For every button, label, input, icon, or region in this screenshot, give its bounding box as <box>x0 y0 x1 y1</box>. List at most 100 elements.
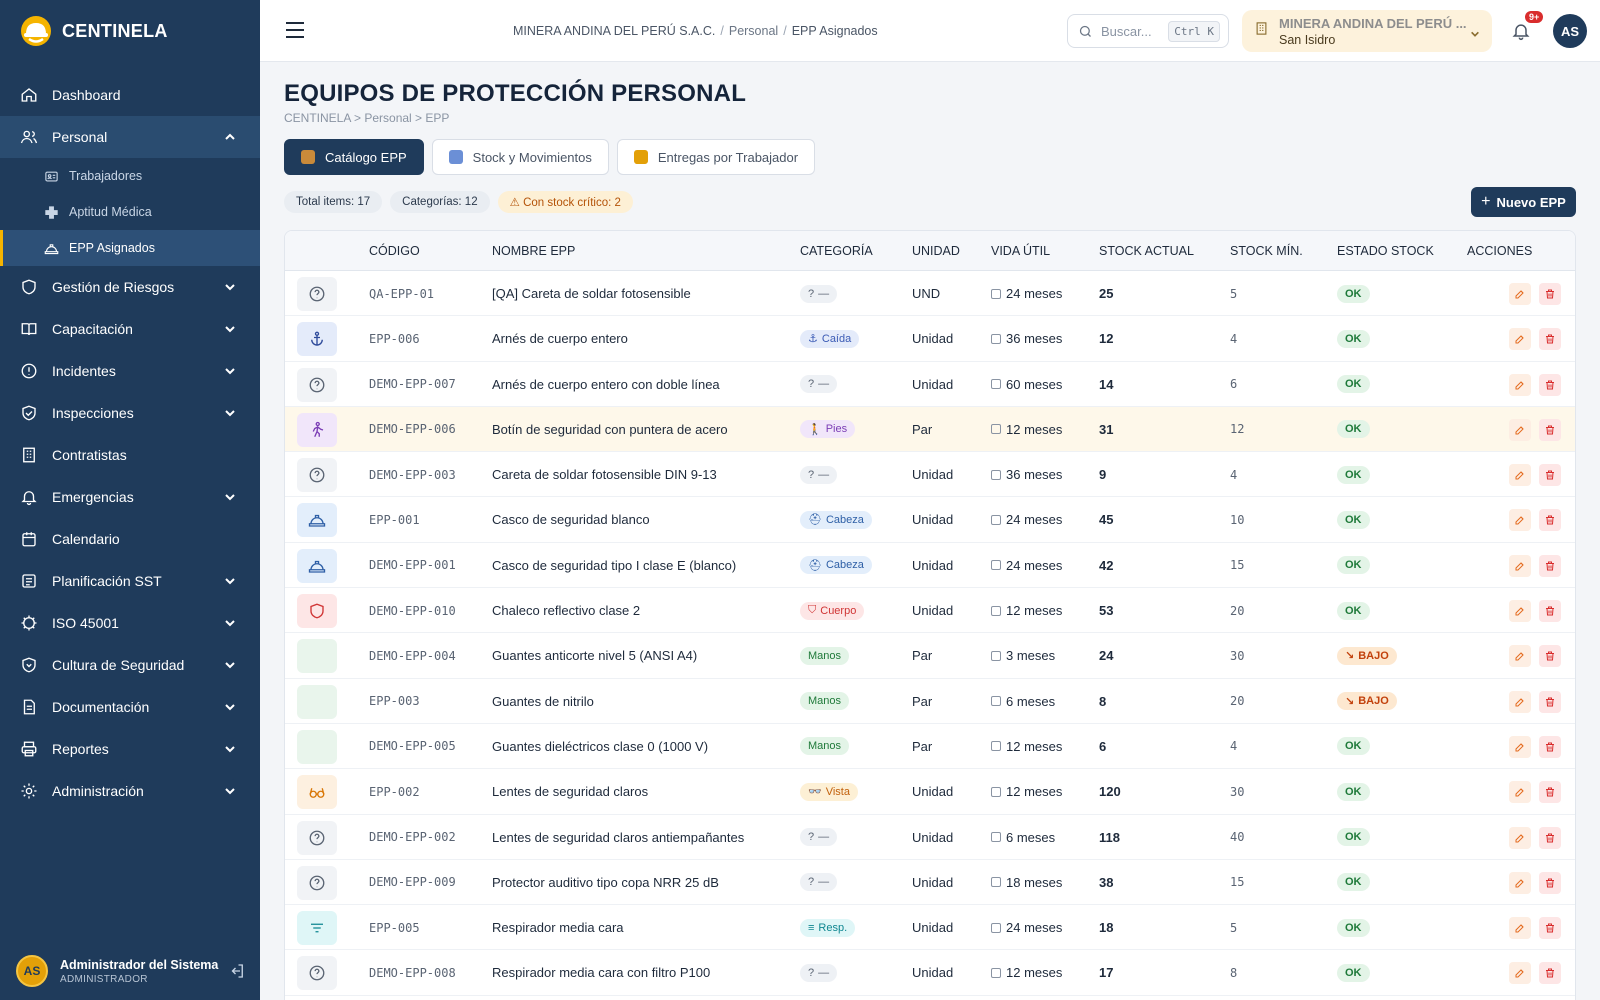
edit-button[interactable] <box>1509 554 1531 577</box>
tab-entregas-trabajador[interactable]: Entregas por Trabajador <box>616 139 816 175</box>
table-row[interactable]: DEMO-EPP-010 Chaleco reflectivo clase 2 ⛉ C… <box>285 588 1575 634</box>
tab-stock-movimientos[interactable]: Stock y Movimientos <box>431 139 609 175</box>
delete-button[interactable] <box>1539 328 1561 351</box>
column-header[interactable]: STOCK ACTUAL <box>1099 244 1194 258</box>
table-row[interactable]: DEMO-EPP-007 Arnés de cuerpo entero con d… <box>285 362 1575 407</box>
delete-button[interactable] <box>1539 917 1561 940</box>
delete-button[interactable] <box>1539 645 1561 668</box>
sidebar-item-administracion[interactable]: Administración <box>0 770 260 812</box>
tab-catalogo-epp[interactable]: Catálogo EPP <box>284 139 424 175</box>
table-row[interactable]: EPP-006 Arnés de cuerpo entero ⚓ Caída Unida… <box>285 316 1575 362</box>
table-row[interactable]: EPP-005 Respirador media cara ≡ Resp. Unidad… <box>285 905 1575 951</box>
edit-button[interactable] <box>1509 781 1531 804</box>
delete-button[interactable] <box>1539 509 1561 532</box>
logout-icon[interactable] <box>228 962 246 980</box>
edit-button[interactable] <box>1509 962 1531 985</box>
table-row[interactable]: DEMO-EPP-001 Casco de seguridad tipo I cl… <box>285 543 1575 589</box>
edit-button[interactable] <box>1509 826 1531 849</box>
sidebar-item-documentacion[interactable]: Documentación <box>0 686 260 728</box>
table-row[interactable]: DEMO-EPP-009 Protector auditivo tipo copa… <box>285 860 1575 906</box>
edit-button[interactable] <box>1509 600 1531 623</box>
sidebar-item-cultura-de-seguridad[interactable]: Cultura de Seguridad <box>0 644 260 686</box>
sidebar-item-calendario[interactable]: Calendario <box>0 518 260 560</box>
edit-button[interactable] <box>1509 871 1531 894</box>
epp-name: Lentes de seguridad claros antiempañante… <box>492 829 745 845</box>
table-row[interactable]: EPP-002 Lentes de seguridad claros 👓 Vista U… <box>285 769 1575 815</box>
building-icon <box>20 446 38 464</box>
company-selector[interactable]: MINERA ANDINA DEL PERÚ ... San Isidro <box>1242 10 1492 52</box>
delete-button[interactable] <box>1539 826 1561 849</box>
delete-button[interactable] <box>1539 464 1561 487</box>
table-row[interactable]: QA-EPP-01 [QA] Careta de soldar fotosensi… <box>285 271 1575 317</box>
delete-button[interactable] <box>1539 871 1561 894</box>
edit-button[interactable] <box>1509 509 1531 532</box>
table-row[interactable]: DEMO-EPP-008 Respirador media cara con fi… <box>285 950 1575 996</box>
edit-button[interactable] <box>1509 328 1531 351</box>
table-row[interactable]: EPP-003 Guantes de nitrilo Manos Par 6 meses… <box>285 679 1575 724</box>
epp-code: QA-EPP-01 <box>369 286 435 301</box>
table-row[interactable]: DEMO-EPP-004 Guantes anticorte nivel 5 (A… <box>285 633 1575 679</box>
edit-button[interactable] <box>1509 418 1531 441</box>
sidebar-item-planificacion-sst[interactable]: Planificación SST <box>0 560 260 602</box>
table-row[interactable]: DEMO-EPP-005 Guantes dieléctricos clase 0… <box>285 724 1575 770</box>
table-row[interactable]: DEMO-EPP-006 Botín de seguridad con punte… <box>285 406 1575 453</box>
column-header[interactable]: STOCK MÍN. <box>1230 244 1303 258</box>
status-label: OK <box>1345 831 1362 844</box>
critical-stock-chip[interactable]: ⚠ Con stock crítico: 2 <box>497 191 633 213</box>
delete-button[interactable] <box>1539 600 1561 623</box>
column-header[interactable]: VIDA ÚTIL <box>991 244 1051 258</box>
sidebar-item-iso-45001[interactable]: ISO 45001 <box>0 602 260 644</box>
epp-name: Casco de seguridad blanco <box>492 512 650 528</box>
stock-actual: 6 <box>1099 738 1107 754</box>
delete-button[interactable] <box>1539 690 1561 713</box>
brand[interactable]: CENTINELA <box>20 14 168 48</box>
edit-button[interactable] <box>1509 917 1531 940</box>
epp-code: DEMO-EPP-006 <box>369 422 456 437</box>
sidebar-item-incidentes[interactable]: Incidentes <box>0 350 260 392</box>
search-input[interactable]: Buscar... Ctrl K <box>1067 14 1229 48</box>
table-row[interactable]: DEMO-EPP-002 Lentes de seguridad claros a… <box>285 815 1575 860</box>
sidebar-item-contratistas[interactable]: Contratistas <box>0 434 260 476</box>
edit-button[interactable] <box>1509 373 1531 396</box>
column-header[interactable]: CÓDIGO <box>369 244 420 258</box>
hardhat-icon <box>43 240 59 256</box>
column-header[interactable]: ESTADO STOCK <box>1337 244 1434 258</box>
sidebar-item-personal[interactable]: Personal <box>0 116 260 158</box>
epp-name: Careta de soldar fotosensible DIN 9-13 <box>492 467 717 483</box>
sidebar-item-inspecciones[interactable]: Inspecciones <box>0 392 260 434</box>
table-row[interactable]: EPP-001 Casco de seguridad blanco ⛑ Cabeza U… <box>285 497 1575 543</box>
sidebar-item-capacitacion[interactable]: Capacitación <box>0 308 260 350</box>
unit: Unidad <box>912 874 954 890</box>
delete-button[interactable] <box>1539 283 1561 305</box>
notifications-bell-icon[interactable] <box>1511 21 1531 41</box>
edit-button[interactable] <box>1509 690 1531 713</box>
edit-button[interactable] <box>1509 283 1531 305</box>
user-avatar[interactable]: AS <box>1553 14 1587 48</box>
sidebar-item-reportes[interactable]: Reportes <box>0 728 260 770</box>
sidebar-subitem-aptitud-medica[interactable]: Aptitud Médica <box>0 194 260 230</box>
menu-toggle-icon[interactable] <box>286 22 304 38</box>
table-row[interactable]: DEMO-EPP-003 Careta de soldar fotosensibl… <box>285 452 1575 498</box>
delete-button[interactable] <box>1539 781 1561 804</box>
breadcrumb-company[interactable]: MINERA ANDINA DEL PERÚ S.A.C. <box>513 24 716 38</box>
edit-button[interactable] <box>1509 645 1531 668</box>
sidebar-subitem-trabajadores[interactable]: Trabajadores <box>0 158 260 194</box>
edit-button[interactable] <box>1509 735 1531 758</box>
delete-button[interactable] <box>1539 554 1561 577</box>
delete-button[interactable] <box>1539 418 1561 441</box>
delete-button[interactable] <box>1539 735 1561 758</box>
edit-button[interactable] <box>1509 464 1531 487</box>
sidebar-item-dashboard[interactable]: Dashboard <box>0 74 260 116</box>
sidebar-subitem-epp-asignados[interactable]: EPP Asignados <box>0 230 260 266</box>
delete-button[interactable] <box>1539 373 1561 396</box>
sidebar-item-emergencias[interactable]: Emergencias <box>0 476 260 518</box>
column-header[interactable]: CATEGORÍA <box>800 244 873 258</box>
column-header[interactable]: UNIDAD <box>912 244 960 258</box>
sidebar-item-gestion-de-riesgos[interactable]: Gestión de Riesgos <box>0 266 260 308</box>
delete-button[interactable] <box>1539 962 1561 985</box>
category-label: Cabeza <box>825 559 864 572</box>
breadcrumb-personal[interactable]: Personal <box>728 24 779 38</box>
new-epp-button[interactable]: + Nuevo EPP <box>1471 187 1576 217</box>
sidebar-user[interactable]: AS Administrador del Sistema ADMINISTRAD… <box>16 953 246 989</box>
column-header[interactable]: NOMBRE EPP <box>492 244 576 258</box>
